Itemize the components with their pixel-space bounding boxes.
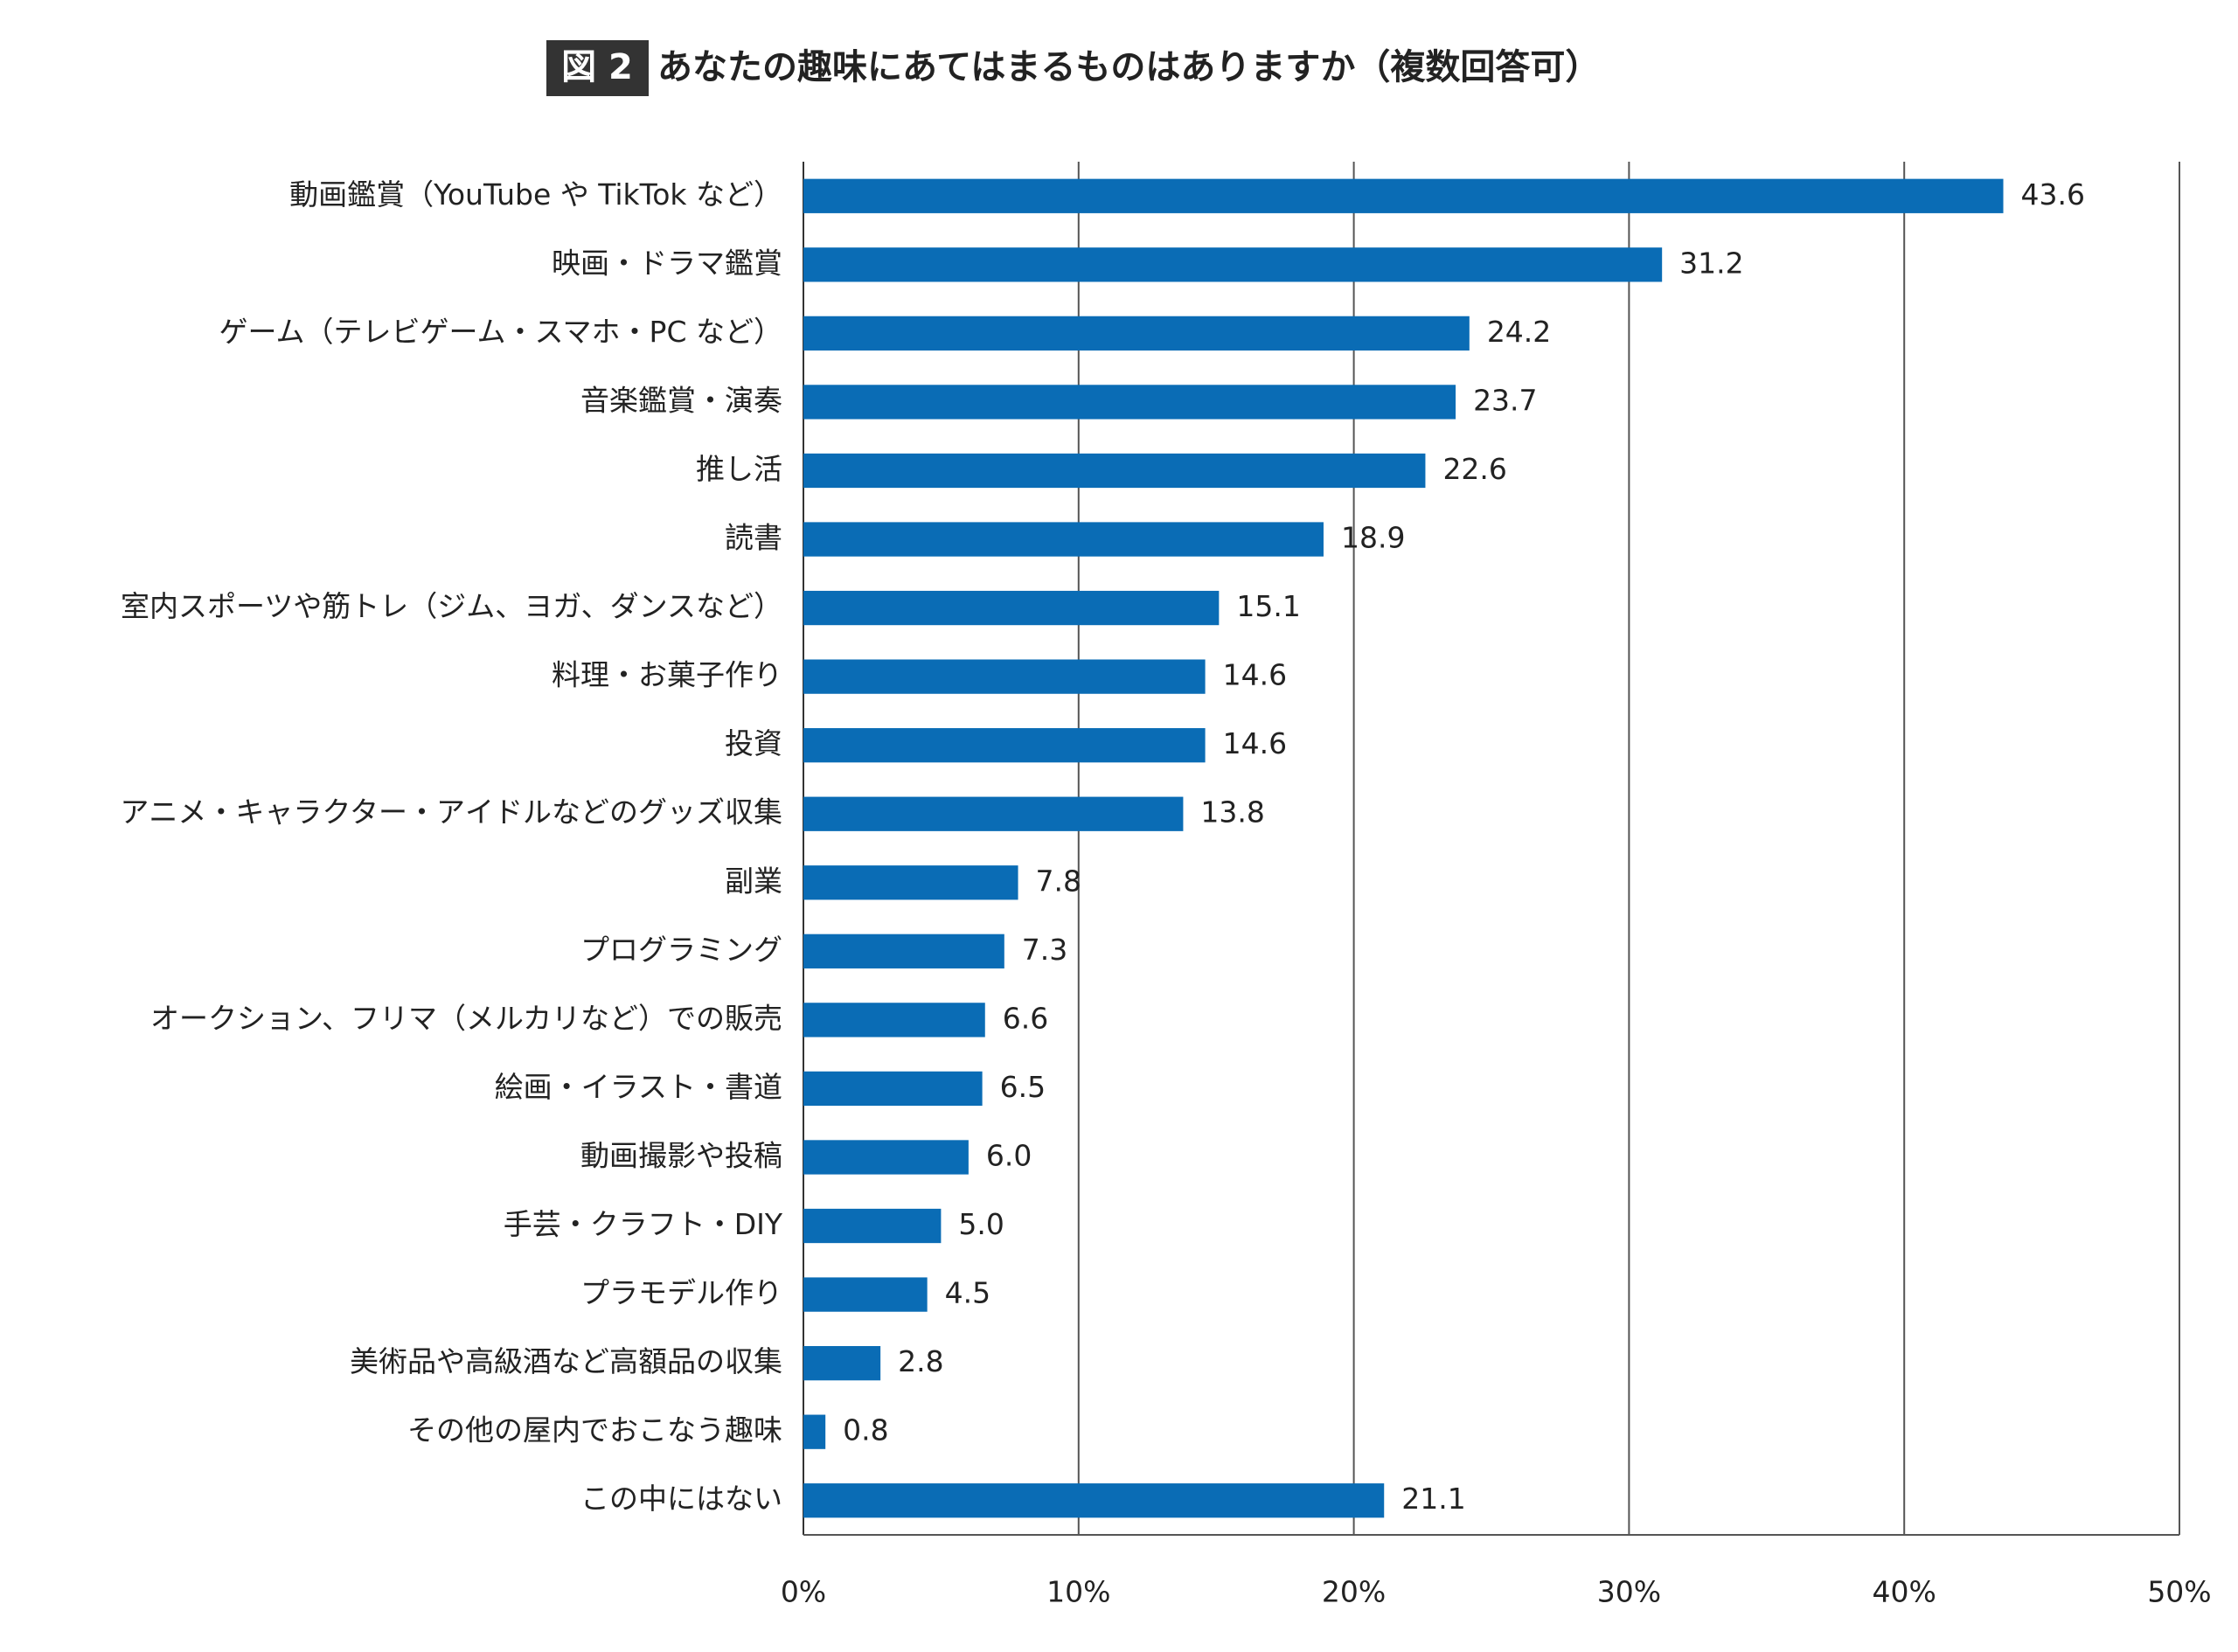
value-label: 15.1 [1236, 589, 1300, 623]
y-tick-label: オークション、フリマ（メルカリなど）での販売 [150, 1001, 782, 1035]
title-label: 図 2 [561, 47, 633, 87]
value-label: 2.8 [898, 1344, 943, 1378]
y-tick-label: その他の屋内でおこなう趣味 [407, 1413, 782, 1447]
value-label: 22.6 [1442, 452, 1506, 486]
x-tick-label: 20% [1322, 1575, 1386, 1609]
bar [803, 590, 1220, 626]
y-tick-label: 絵画・イラスト・書道 [495, 1070, 782, 1104]
y-tick-label: 手芸・クラフト・DIY [504, 1207, 783, 1241]
bar [803, 728, 1206, 763]
y-tick-label: 副業 [725, 864, 782, 898]
bar [803, 1414, 826, 1449]
value-label: 31.2 [1679, 246, 1743, 280]
value-label: 14.6 [1223, 726, 1287, 760]
y-tick-label: アニメ・キャラクター・アイドルなどのグッズ収集 [120, 795, 782, 829]
value-label: 4.5 [945, 1276, 990, 1310]
value-label: 43.6 [2021, 177, 2085, 212]
bar [803, 934, 1004, 968]
bar [803, 1071, 983, 1107]
y-tick-label: 読書 [725, 521, 782, 555]
y-tick-label: この中にはない [580, 1482, 782, 1516]
y-tick-label: 音楽鑑賞・演奏 [580, 383, 782, 417]
value-label: 13.8 [1200, 795, 1264, 829]
bar [803, 1003, 985, 1038]
value-label: 7.8 [1036, 864, 1081, 898]
bar [803, 522, 1324, 557]
y-tick-label: 推し活 [696, 452, 782, 486]
bar [803, 865, 1018, 900]
y-tick-label: 料理・お菓子作り [552, 658, 782, 692]
y-tick-label: 動画鑑賞（YouTube や TikTok など） [289, 177, 782, 212]
y-tick-label: プログラミング [580, 933, 782, 967]
value-label: 5.0 [958, 1207, 1004, 1241]
title-badge [546, 40, 649, 96]
bar [803, 385, 1456, 420]
y-tick-label: ゲーム（テレビゲーム・スマホ・PC など） [219, 315, 782, 349]
bar [803, 1345, 881, 1381]
value-label: 0.8 [843, 1413, 888, 1447]
x-tick-label: 50% [2147, 1575, 2211, 1609]
value-label: 7.3 [1022, 933, 1067, 967]
bar [803, 1208, 942, 1244]
value-label: 24.2 [1487, 315, 1551, 349]
value-label: 6.5 [1000, 1070, 1046, 1104]
chart-title: あなたの趣味にあてはまるものはありますか（複数回答可） [657, 47, 1600, 87]
y-tick-label: 美術品や高級酒など高額品の収集 [350, 1344, 782, 1378]
bar [803, 1140, 969, 1175]
bar [803, 659, 1206, 694]
bar [803, 1483, 1385, 1518]
bar [803, 316, 1470, 351]
bar [803, 247, 1663, 282]
bar [803, 796, 1184, 831]
x-tick-label: 30% [1597, 1575, 1661, 1609]
y-tick-label: 映画・ドラマ鑑賞 [552, 246, 782, 280]
y-tick-label: 動画撮影や投稿 [580, 1138, 782, 1172]
value-label: 23.7 [1473, 383, 1537, 417]
y-tick-label: 投資 [725, 726, 782, 760]
value-label: 6.0 [986, 1138, 1032, 1172]
x-tick-label: 0% [781, 1575, 826, 1609]
x-tick-label: 10% [1046, 1575, 1110, 1609]
y-tick-label: 室内スポーツや筋トレ（ジム、ヨガ、ダンスなど） [121, 589, 782, 623]
x-tick-label: 40% [1873, 1575, 1936, 1609]
value-label: 18.9 [1341, 521, 1405, 555]
value-label: 14.6 [1223, 658, 1287, 692]
bar [803, 178, 2004, 213]
bar [803, 453, 1426, 489]
y-tick-label: プラモデル作り [580, 1276, 782, 1310]
bar [803, 1277, 928, 1312]
value-label: 6.6 [1003, 1001, 1048, 1035]
value-label: 21.1 [1401, 1482, 1465, 1516]
